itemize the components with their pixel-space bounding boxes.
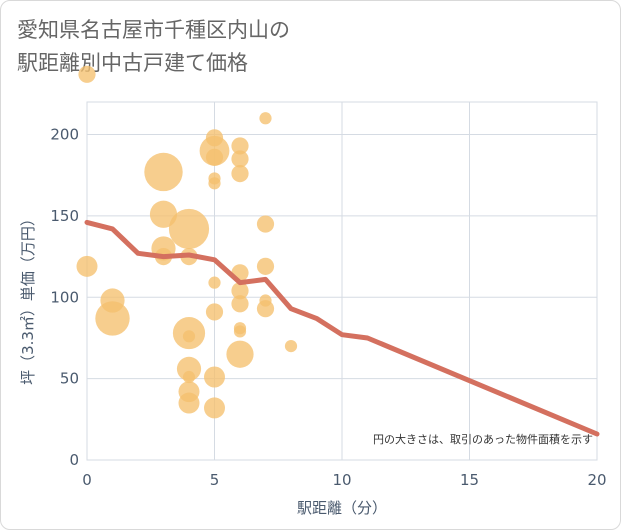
bubble-point <box>205 129 224 147</box>
bubble-point <box>208 276 221 289</box>
bubble-point <box>95 301 130 336</box>
bubble-point <box>100 288 125 313</box>
x-tick-label: 20 <box>587 471 606 489</box>
bubble-point <box>233 325 247 338</box>
trend-series <box>84 219 600 437</box>
bubble-point <box>182 330 196 343</box>
bubble-point <box>176 356 202 381</box>
y-tick-label: 100 <box>50 288 79 306</box>
chart-title-line-2: 駅距離別中古戸建て価格 <box>17 51 248 75</box>
bubble-point <box>284 339 298 353</box>
bubble-size-note: 円の大きさは、取引のあった物件面積を示す <box>373 432 593 446</box>
bubble-point <box>231 150 249 168</box>
x-axis-label: 駅距離（分） <box>297 499 387 517</box>
bubble-point <box>205 148 224 166</box>
x-tick-label: 5 <box>210 471 220 489</box>
bubble-point <box>178 392 200 414</box>
bubble-point <box>226 340 254 368</box>
bubble-series <box>76 65 298 419</box>
y-axis-label: 坪（3.3㎡）単価（万円） <box>19 211 37 385</box>
x-tick-label: 10 <box>332 471 351 489</box>
x-tick-label: 15 <box>460 471 479 489</box>
y-tick-label: 150 <box>50 207 79 225</box>
bubble-point <box>259 112 272 125</box>
bubble-point <box>168 208 210 250</box>
x-tick-label: 0 <box>82 471 92 489</box>
bubble-point <box>144 152 183 192</box>
bubble-point <box>231 137 249 155</box>
bubble-point <box>231 295 249 313</box>
bubble-point <box>259 294 272 307</box>
bubble-point <box>149 200 178 228</box>
bubble-point <box>78 65 96 83</box>
bubble-point <box>76 255 98 277</box>
chart-title: 愛知県名古屋市千種区内山の 駅距離別中古戸建て価格 <box>17 14 290 80</box>
y-tick-label: 200 <box>50 126 79 144</box>
bubble-point <box>182 370 196 384</box>
y-tick-label: 50 <box>60 370 79 388</box>
chart-title-line-1: 愛知県名古屋市千種区内山の <box>17 18 290 42</box>
bubble-point <box>231 282 249 300</box>
bubble-point <box>204 397 225 419</box>
bubble-point <box>208 177 221 190</box>
bubble-point <box>231 165 249 183</box>
trend-line <box>84 219 600 437</box>
y-tick-label: 0 <box>69 451 79 469</box>
bubble-point <box>256 257 275 275</box>
bubble-point <box>205 303 224 321</box>
bubble-point <box>256 215 275 233</box>
bubble-point <box>204 366 225 388</box>
